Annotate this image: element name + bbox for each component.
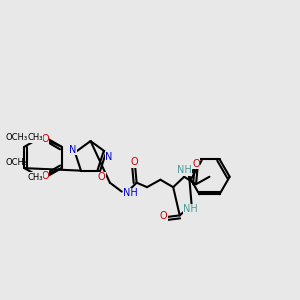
Text: O: O (160, 211, 167, 221)
Text: OCH₃: OCH₃ (6, 133, 28, 142)
Text: O: O (98, 172, 106, 182)
Text: CH₃: CH₃ (27, 172, 43, 182)
Text: OCH₃: OCH₃ (6, 158, 28, 167)
Text: NH: NH (183, 204, 198, 214)
Text: NH: NH (177, 165, 192, 175)
Text: O: O (41, 134, 49, 144)
Text: O: O (130, 158, 138, 167)
Text: N: N (69, 145, 76, 155)
Text: O: O (41, 171, 49, 181)
Text: O: O (192, 159, 200, 169)
Text: CH₃: CH₃ (27, 133, 43, 142)
Text: N: N (105, 152, 113, 162)
Text: NH: NH (123, 188, 138, 198)
